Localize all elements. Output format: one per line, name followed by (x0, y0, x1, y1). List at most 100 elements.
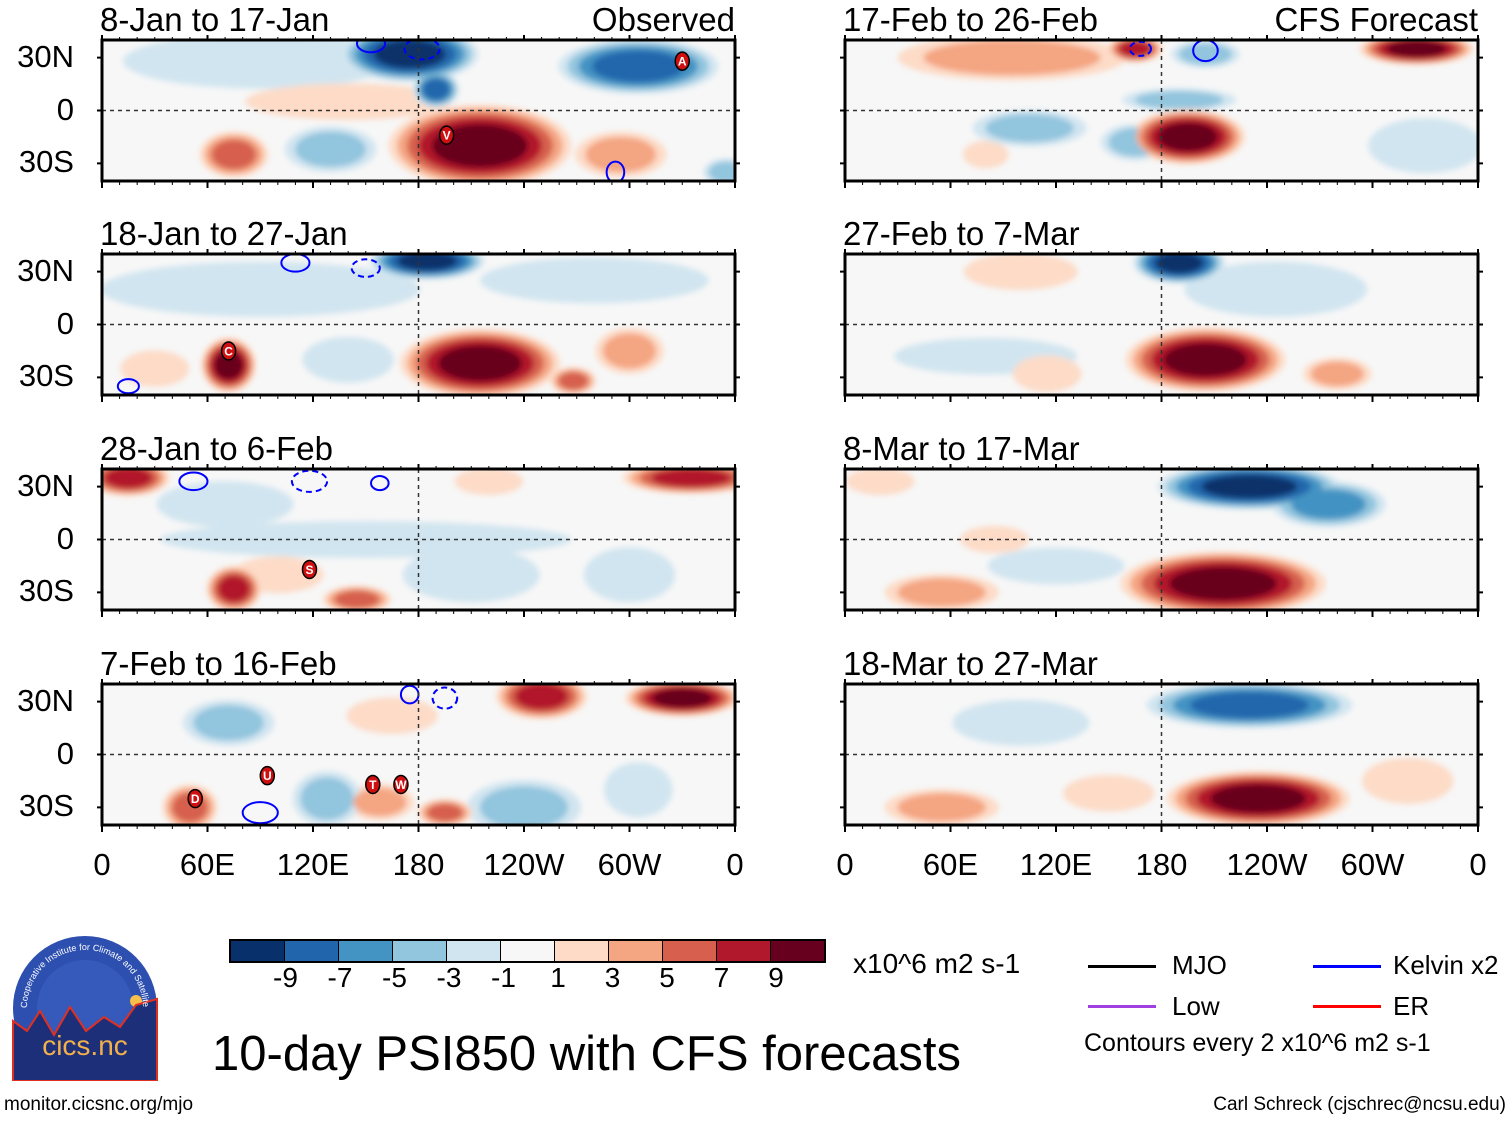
panel-title: 7-Feb to 16-Feb (100, 645, 337, 682)
storm-marker[interactable]: U (259, 765, 276, 786)
y-tick-label: 30N (17, 682, 74, 718)
anomaly-contour-fill (604, 762, 673, 818)
colorbar-swatch (717, 941, 771, 961)
x-tick-label: 60E (179, 847, 236, 882)
colorbar-tick-label: 1 (550, 962, 566, 993)
anomaly-contour-fill (1361, 758, 1454, 804)
anomaly-contour-fill (302, 336, 394, 383)
anomaly-contour-fill (1184, 261, 1368, 317)
anomaly-contour-fill (602, 333, 657, 369)
y-tick-label: 30N (17, 467, 74, 503)
observed-label: Observed (591, 1, 735, 38)
storm-marker[interactable]: V (438, 125, 455, 145)
colorbar-tick-label: 3 (604, 962, 621, 993)
source-url[interactable]: monitor.cicsnc.org/mjo (4, 1094, 194, 1115)
colorbar-swatch (447, 941, 501, 961)
x-tick-label: 60W (1340, 847, 1405, 882)
anomaly-contour-fill (708, 161, 735, 181)
y-tick-label: 30N (17, 252, 74, 288)
kelvin-contour (403, 40, 441, 61)
anomaly-contour-fill (346, 697, 438, 735)
legend-kelvin: Kelvin x2 (1393, 950, 1499, 980)
panel-title: 28-Jan to 6-Feb (100, 430, 333, 467)
x-tick-label: 180 (392, 847, 445, 882)
kelvin-contour (1128, 40, 1152, 57)
legend-er: ER (1393, 991, 1430, 1021)
anomaly-contour-fill (963, 254, 1078, 290)
colorbar-swatch (555, 941, 609, 961)
panel-title: 18-Jan to 27-Jan (100, 215, 348, 252)
anomaly-contour-fill (1063, 774, 1155, 812)
anomaly-contour-fill (334, 590, 380, 609)
anomaly-contour-fill (397, 254, 458, 271)
svg-text:V: V (443, 129, 451, 143)
colorbar-swatch (609, 941, 663, 961)
anomaly-contour-fill (1310, 361, 1364, 387)
y-tick-label: 30N (17, 38, 74, 74)
anomaly-contour-fill (962, 140, 1009, 169)
y-tick-label: 0 (56, 305, 74, 341)
colorbar-tick-label: -5 (382, 962, 407, 993)
x-tick-label: 0 (726, 847, 744, 882)
colorbar-swatch (771, 941, 824, 961)
svg-text:A: A (678, 55, 687, 69)
anomaly-contour-fill (651, 469, 731, 488)
colorbar-tick-label: -3 (436, 962, 462, 993)
anomaly-contour-fill (515, 684, 568, 710)
anomaly-contour-fill (985, 113, 1074, 143)
anomaly-contour-fill (123, 40, 398, 89)
cics-logo: Cooperative Institute for Climate and Sa… (12, 935, 158, 1081)
anomaly-contour-fill (454, 469, 524, 496)
svg-text:T: T (369, 778, 377, 792)
anomaly-contour-fill (1210, 784, 1306, 813)
anomaly-contour-fill (923, 40, 1101, 76)
anomaly-contour-fill (295, 131, 366, 168)
anomaly-contour-fill (1201, 474, 1298, 499)
kelvin-contour (1192, 40, 1219, 63)
anomaly-contour-fill (422, 78, 450, 100)
y-tick-label: 30S (18, 788, 74, 824)
storm-marker[interactable]: S (301, 559, 318, 580)
anomaly-contour-fill (652, 688, 713, 708)
x-tick-label: 120E (276, 847, 350, 882)
anomaly-contour-fill (1169, 566, 1277, 601)
anomaly-contour-fill (987, 547, 1125, 585)
anomaly-contour-fill (214, 350, 243, 380)
panel-title: 18-Mar to 27-Mar (843, 645, 1098, 682)
anomaly-contour-fill (120, 350, 190, 387)
storm-marker[interactable]: D (187, 788, 203, 809)
storm-marker[interactable]: C (220, 341, 237, 361)
map-panel (840, 679, 1483, 832)
anomaly-contour-fill (426, 803, 463, 822)
anomaly-contour-fill (402, 547, 540, 603)
legend-low: Low (1172, 991, 1220, 1021)
storm-marker[interactable]: W (393, 774, 409, 795)
anomaly-contour-fill (211, 139, 257, 170)
kelvin-contour (355, 40, 387, 54)
figure-title: 10-day PSI850 with CFS forecasts (212, 1027, 961, 1081)
x-tick-label: 120W (483, 847, 565, 882)
kelvin-contour (241, 801, 279, 825)
storm-marker[interactable]: T (365, 774, 381, 795)
colorbar-swatch (501, 941, 555, 961)
anomaly-contour-fill (592, 50, 685, 83)
map-panel (840, 464, 1483, 617)
anomaly-contour-fill (102, 261, 421, 317)
y-tick-label: 30S (18, 573, 74, 609)
svg-text:C: C (224, 344, 233, 358)
anomaly-contour-fill (1119, 40, 1151, 57)
kelvin-contour (431, 686, 459, 710)
units-label: x10^6 m2 s-1 (853, 948, 1021, 979)
anomaly-contour-fill (1134, 91, 1224, 109)
anomaly-contour-fill (897, 578, 986, 607)
anomaly-contour-fill (373, 40, 446, 69)
svg-text:D: D (191, 792, 200, 806)
colorbar (229, 939, 826, 963)
map-panel (840, 35, 1483, 188)
legend-kelvin-line (1313, 965, 1381, 968)
panel-title: 17-Feb to 26-Feb (843, 1, 1098, 38)
x-tick-label: 0 (836, 847, 854, 882)
anomaly-contour-fill (952, 699, 1090, 746)
svg-text:U: U (263, 769, 272, 783)
storm-marker[interactable]: A (674, 51, 690, 71)
